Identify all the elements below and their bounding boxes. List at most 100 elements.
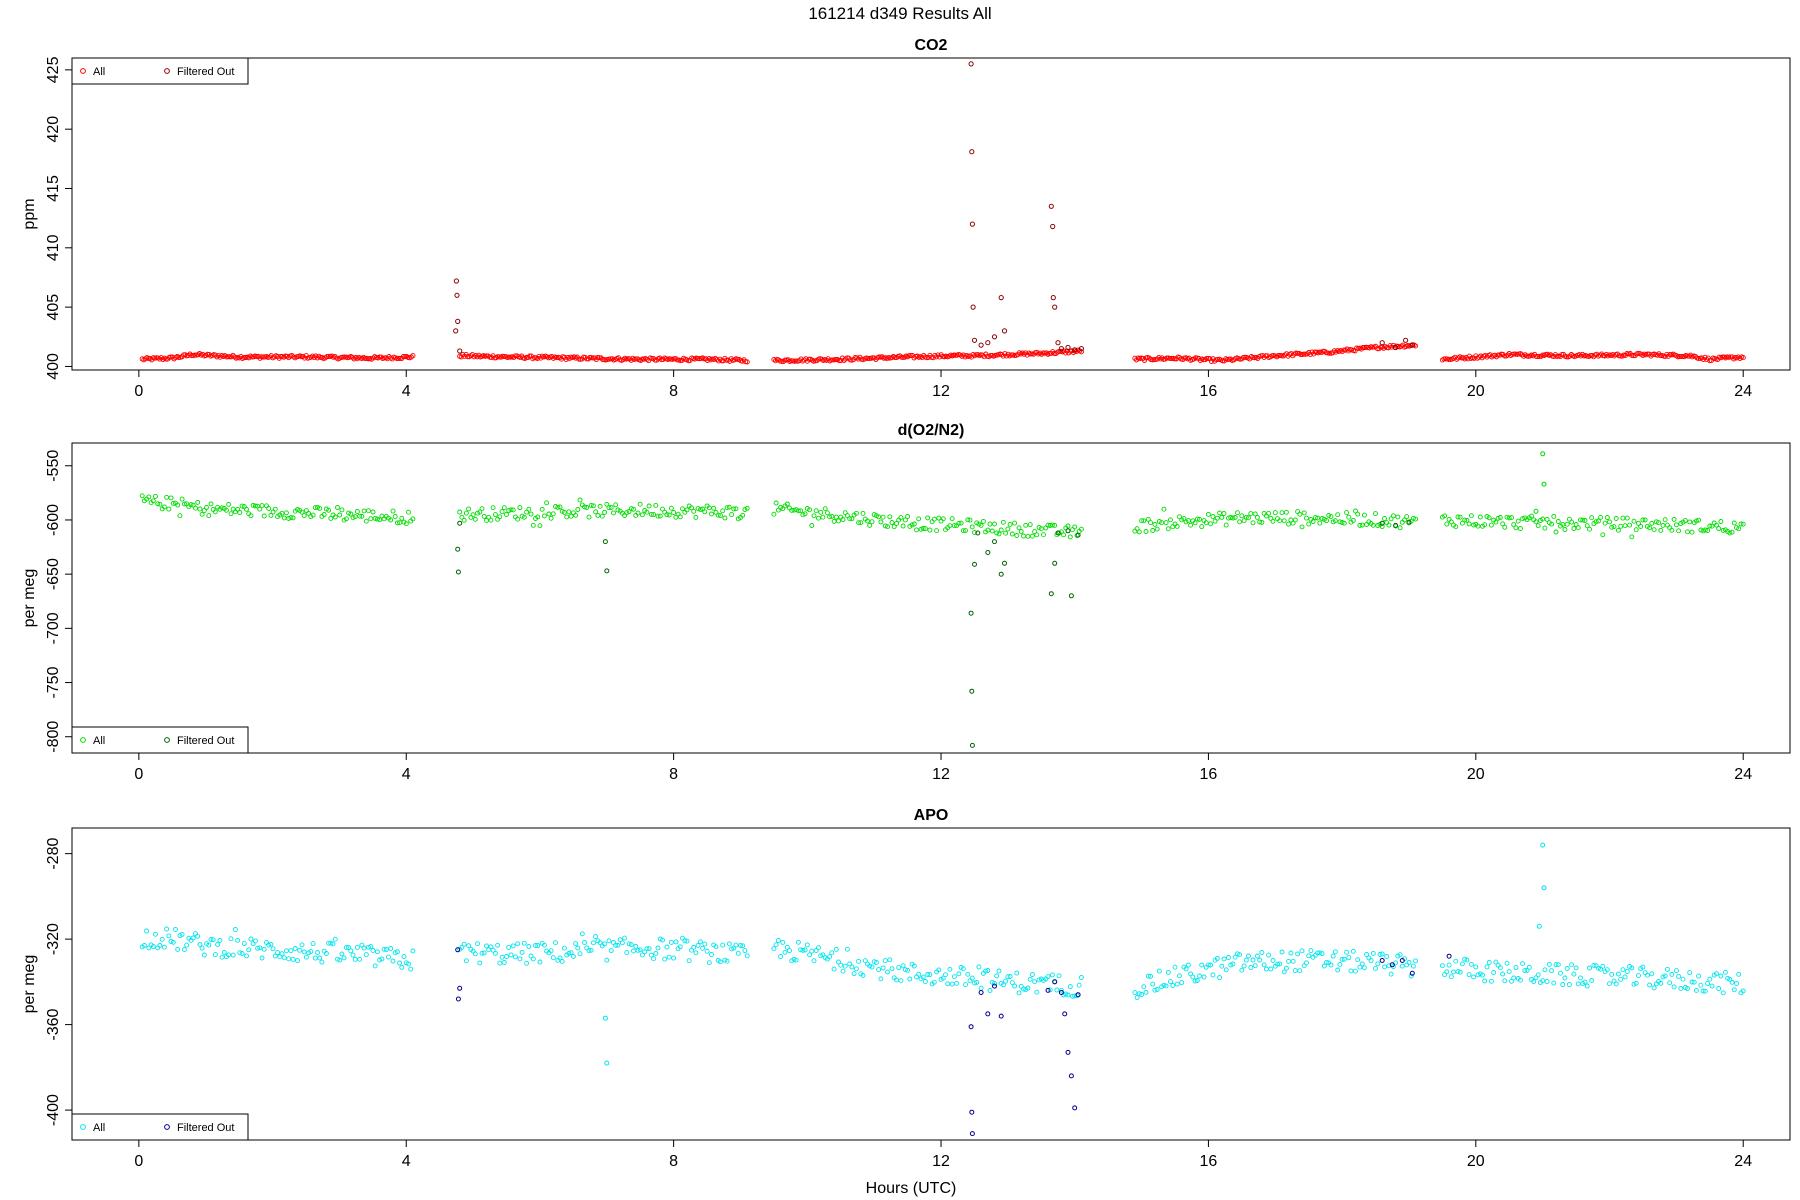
data-point — [1404, 514, 1410, 520]
data-point — [1484, 964, 1490, 970]
data-point — [858, 520, 864, 526]
data-point — [604, 501, 610, 507]
data-point — [573, 512, 579, 518]
filtered-point — [455, 546, 461, 552]
data-point — [1377, 952, 1383, 957]
data-point — [392, 950, 398, 956]
data-point — [1205, 962, 1211, 968]
data-point — [1513, 525, 1519, 531]
data-point — [1366, 955, 1372, 961]
data-point — [357, 956, 363, 962]
filtered-point — [602, 539, 608, 545]
y-axis-label: ppm — [21, 198, 38, 229]
data-point — [1292, 517, 1298, 523]
data-point — [1204, 355, 1210, 361]
data-point — [1678, 353, 1684, 360]
data-point — [894, 977, 899, 983]
data-point — [1569, 962, 1575, 968]
data-point — [343, 945, 349, 950]
data-point — [1731, 987, 1737, 993]
data-point — [1636, 520, 1641, 526]
data-point — [802, 947, 808, 953]
data-point — [170, 500, 176, 506]
data-point — [1658, 527, 1664, 533]
data-point — [873, 960, 879, 965]
data-point — [268, 941, 274, 947]
data-point — [1177, 514, 1182, 520]
data-point — [317, 955, 323, 961]
data-point — [348, 948, 354, 954]
data-point — [1575, 981, 1581, 987]
data-point — [481, 950, 487, 956]
data-point — [321, 512, 327, 517]
data-point — [1292, 968, 1298, 974]
data-point — [1232, 954, 1238, 960]
data-point — [1148, 973, 1153, 979]
data-point — [668, 356, 674, 362]
data-point — [189, 353, 195, 359]
data-point — [1152, 521, 1158, 527]
data-point — [1355, 511, 1361, 517]
data-point — [1551, 980, 1557, 986]
data-point — [1397, 952, 1403, 958]
data-point — [1705, 981, 1711, 987]
data-point — [1143, 529, 1149, 534]
data-point — [1629, 534, 1635, 540]
data-point — [902, 967, 908, 973]
data-point — [1700, 988, 1706, 994]
data-point — [1544, 979, 1550, 984]
data-point — [662, 956, 668, 962]
data-point — [1217, 975, 1223, 981]
data-point — [292, 946, 298, 951]
data-point — [484, 353, 490, 359]
data-point — [1691, 979, 1697, 985]
data-point — [533, 943, 538, 948]
data-point — [1315, 515, 1321, 521]
data-point — [270, 509, 276, 515]
data-point — [635, 947, 641, 953]
data-point — [381, 516, 387, 522]
data-point — [918, 526, 924, 532]
x-tick-label: 24 — [1734, 766, 1752, 783]
data-point — [1493, 959, 1499, 965]
data-point — [666, 512, 672, 518]
data-point — [212, 952, 218, 958]
data-point — [1578, 517, 1583, 523]
data-point — [900, 963, 906, 969]
data-point — [733, 942, 739, 948]
data-point — [1361, 965, 1367, 971]
data-point — [1350, 517, 1356, 523]
data-point — [261, 946, 267, 952]
data-point — [813, 508, 819, 514]
data-point — [1562, 975, 1568, 981]
data-point — [677, 944, 683, 950]
data-point — [954, 980, 960, 986]
data-point — [252, 503, 258, 509]
data-point — [1149, 357, 1155, 363]
data-point — [517, 956, 523, 962]
data-point — [1455, 969, 1461, 975]
data-point — [1248, 511, 1254, 517]
data-point — [1642, 517, 1648, 523]
data-point — [1404, 962, 1410, 968]
data-point — [1266, 510, 1272, 516]
data-point — [206, 351, 212, 358]
data-point — [651, 956, 657, 962]
data-point — [575, 945, 581, 951]
data-point — [1620, 967, 1626, 973]
data-point — [631, 506, 636, 512]
data-point — [967, 517, 973, 523]
data-point — [1482, 352, 1488, 359]
data-point — [1564, 966, 1570, 971]
data-point — [1052, 522, 1058, 528]
data-point — [1531, 979, 1537, 984]
data-point — [325, 353, 332, 359]
data-point — [878, 976, 884, 982]
data-point — [1731, 520, 1737, 526]
data-point — [1025, 985, 1031, 991]
data-point — [853, 510, 859, 516]
data-point — [1014, 970, 1020, 976]
data-point — [809, 523, 815, 528]
data-point — [980, 518, 986, 524]
data-point — [1201, 974, 1207, 980]
